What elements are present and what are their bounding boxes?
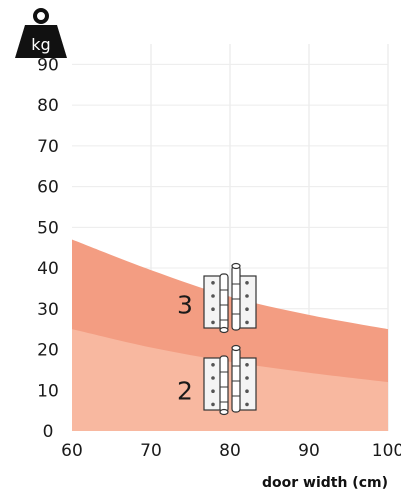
y-tick-20: 20 [37, 341, 59, 361]
y-tick-70: 70 [37, 137, 59, 157]
y-tick-50: 50 [37, 218, 59, 238]
x-axis: 60 70 80 90 100 [61, 441, 401, 461]
y-tick-40: 40 [37, 259, 59, 279]
band-labels: 23 [177, 291, 193, 406]
x-tick-80: 80 [219, 441, 241, 461]
band-label-2: 2 [177, 376, 193, 405]
hinge-illustrations [203, 262, 257, 416]
y-tick-30: 30 [37, 300, 59, 320]
hinge-icon-2 [203, 344, 257, 416]
weight-icon: kg [15, 8, 67, 58]
y-tick-0: 0 [43, 422, 54, 442]
y-tick-60: 60 [37, 178, 59, 198]
y-axis: 0 10 20 30 40 50 60 70 80 90 [37, 55, 59, 442]
x-tick-60: 60 [61, 441, 83, 461]
area-series-2 [72, 329, 388, 431]
unit-label: kg [31, 35, 50, 54]
y-tick-80: 80 [37, 96, 59, 116]
x-axis-label: door width (cm) [262, 475, 388, 491]
band-label-3: 3 [177, 291, 193, 320]
y-tick-10: 10 [37, 381, 59, 401]
x-tick-70: 70 [140, 441, 162, 461]
y-tick-90: 90 [37, 55, 59, 75]
x-tick-100: 100 [372, 441, 401, 461]
areas [72, 239, 388, 431]
hinge-icon-3 [203, 262, 257, 334]
x-tick-90: 90 [298, 441, 320, 461]
